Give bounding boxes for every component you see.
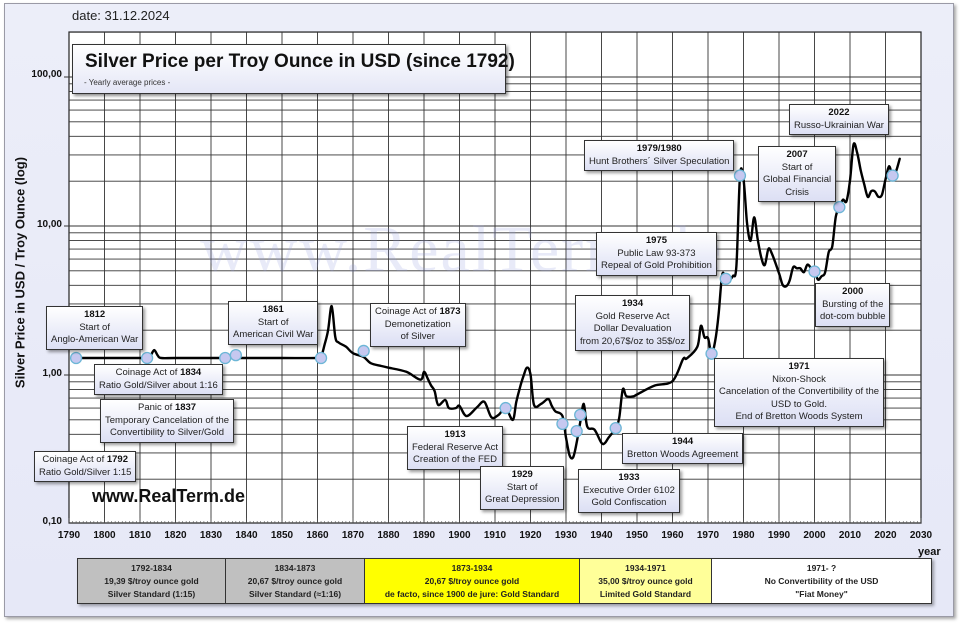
marker-1873: [357, 344, 370, 358]
x-tick-1950: 1950: [625, 530, 649, 541]
marker-2007: [833, 201, 846, 214]
annotation-1834: Coinage Act of 1834 Ratio Gold/Silver abo…: [94, 364, 223, 395]
x-tick-1980: 1980: [732, 530, 755, 541]
y-tick-100: 100,00: [31, 69, 62, 80]
x-minor-ticks: [68, 518, 922, 523]
x-tick-1830: 1830: [199, 530, 223, 541]
chart-title-box: Silver Price per Troy Ounce in USD (sinc…: [72, 44, 515, 94]
marker-1861: [314, 351, 328, 365]
annotation-1792: Coinage Act of 1792 Ratio Gold/Silver 1:1…: [34, 451, 137, 482]
x-tick-1790: 1790: [57, 530, 81, 541]
marker-1934: [574, 408, 587, 422]
annotation-1837: Panic of 1837 Temporary Cancelation of th…: [100, 399, 235, 443]
y-tick-10: 10,00: [36, 219, 62, 230]
y-tick-1: 1,00: [42, 368, 62, 379]
x-tick-1800: 1800: [93, 530, 116, 541]
monetary-periods-legend: 1792-1834 19,39 $/troy ounce gold Silver S…: [77, 558, 932, 604]
annotation-1873: Coinage Act of 1873 Demonetization of Silv…: [370, 303, 466, 347]
marker-1792: [69, 351, 83, 365]
period-1873-1934: 1873-1934 20,67 $/troy ounce gold de facto…: [365, 559, 580, 603]
x-tick-1910: 1910: [483, 530, 507, 541]
annotation-1971: 1971 Nixon-Shock Cancelation of the Conver…: [714, 358, 885, 427]
y-axis-label: Silver Price in USD / Troy Ounce (log): [12, 156, 28, 389]
marker-1834: [219, 351, 232, 365]
x-tick-1870: 1870: [341, 530, 365, 541]
annotation-1913: 1913 Federal Reserve Act Creation of the F…: [407, 426, 504, 470]
annotation-1933: 1933 Executive Order 6102 Gold Confiscatio…: [578, 469, 680, 513]
x-axis-label: year: [918, 546, 941, 558]
marker-1944: [609, 421, 622, 435]
marker-1933: [570, 424, 583, 438]
x-tick-1820: 1820: [164, 530, 187, 541]
x-tick-1880: 1880: [377, 530, 400, 541]
x-tick-1840: 1840: [235, 530, 258, 541]
event-markers: [69, 169, 899, 438]
marker-1812: [140, 351, 154, 365]
period-1834-1873: 1834-1873 20,67 $/troy ounce gold Silver S…: [226, 559, 365, 603]
annotation-1975: 1975 Public Law 93-373 Repeal of Gold Proh…: [596, 232, 717, 276]
x-tick-1810: 1810: [128, 530, 152, 541]
date-label: date: 31.12.2024: [72, 8, 170, 23]
annotation-2000: 2000 Bursting of the dot-com bubble: [815, 283, 891, 327]
period-1792-1834: 1792-1834 19,39 $/troy ounce gold Silver S…: [78, 559, 226, 603]
x-tick-2000: 2000: [803, 530, 826, 541]
x-tick-1930: 1930: [554, 530, 578, 541]
x-tick-1960: 1960: [661, 530, 684, 541]
x-tick-2020: 2020: [874, 530, 897, 541]
x-tick-1940: 1940: [590, 530, 613, 541]
marker-2000: [808, 265, 821, 278]
marker-1929: [556, 417, 569, 431]
annotation-1929: 1929 Start of Great Depression: [480, 466, 565, 510]
marker-1979: [733, 169, 747, 182]
annotation-1979: 1979/1980 Hunt Brothers´ Silver Speculati…: [584, 140, 735, 171]
chart-title: Silver Price per Troy Ounce in USD (sinc…: [85, 51, 515, 72]
x-tick-1920: 1920: [519, 530, 542, 541]
period-1971-present: 1971- ? No Convertibility of the USD "Fiat…: [712, 559, 931, 603]
annotation-1934: 1934 Gold Reserve Act Dollar Devaluation fr…: [575, 295, 691, 351]
site-label: www.RealTerm.de: [92, 486, 246, 506]
period-1934-1971: 1934-1971 35,00 $/troy ounce gold Limited …: [580, 559, 712, 603]
marker-1913: [499, 401, 512, 415]
chart-subtitle: - Yearly average prices -: [84, 78, 171, 87]
x-tick-1990: 1990: [767, 530, 791, 541]
marker-2022: [886, 169, 899, 182]
x-tick-1850: 1850: [270, 530, 294, 541]
x-tick-1890: 1890: [412, 530, 436, 541]
marker-1837: [229, 348, 243, 362]
annotation-2007: 2007 Start of Global Financial Crisis: [758, 146, 837, 202]
x-tick-1900: 1900: [448, 530, 471, 541]
annotation-2022: 2022 Russo-Ukrainian War: [789, 104, 889, 135]
annotation-1861: 1861 Start of American Civil War: [228, 301, 319, 345]
annotation-1812: 1812 Start of Anglo-American War: [46, 306, 144, 350]
y-tick-0.1: 0,10: [42, 516, 62, 527]
marker-1975: [719, 272, 732, 285]
x-tick-1860: 1860: [306, 530, 329, 541]
marker-1971: [705, 347, 718, 360]
x-tick-2030: 2030: [909, 530, 933, 541]
x-tick-1970: 1970: [696, 530, 720, 541]
annotation-1944: 1944 Bretton Woods Agreement: [622, 433, 744, 464]
x-tick-2010: 2010: [838, 530, 862, 541]
